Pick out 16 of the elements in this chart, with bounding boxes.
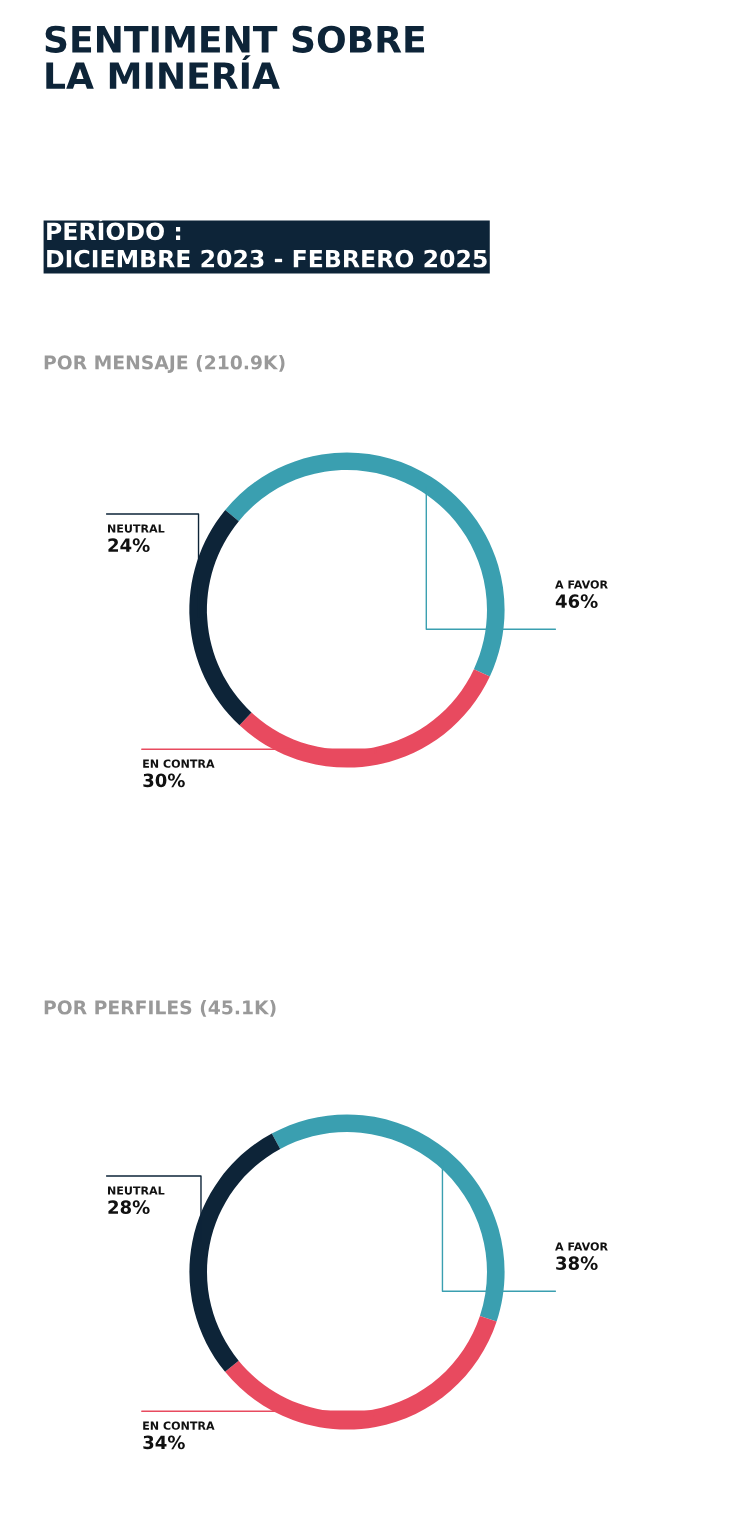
slice-label: NEUTRAL [108,524,165,533]
slice-label: EN CONTRA [143,1421,215,1430]
data-label: 24% [108,538,150,552]
data-label: 38% [556,1256,598,1270]
chart-title: POR PERFILES (45.1K) [44,1000,276,1017]
text: SENTIMENT SOBRE LA MINERÍA [45,25,425,89]
data-label: 46% [555,594,598,608]
slice-label: EN CONTRA [143,759,215,768]
data-label: 30% [143,773,185,788]
data-label: 34% [143,1435,185,1450]
text: PERÍODO : DICIEMBRE 2023 - FEBRERO 2025 [47,218,487,268]
chart-title: POR MENSAJE (210.9K) [44,355,285,373]
slice-label: NEUTRAL [108,1186,165,1195]
data-label: 28% [108,1200,150,1214]
slice-label: A FAVOR [555,580,608,589]
slice-label: A FAVOR [555,1242,608,1251]
